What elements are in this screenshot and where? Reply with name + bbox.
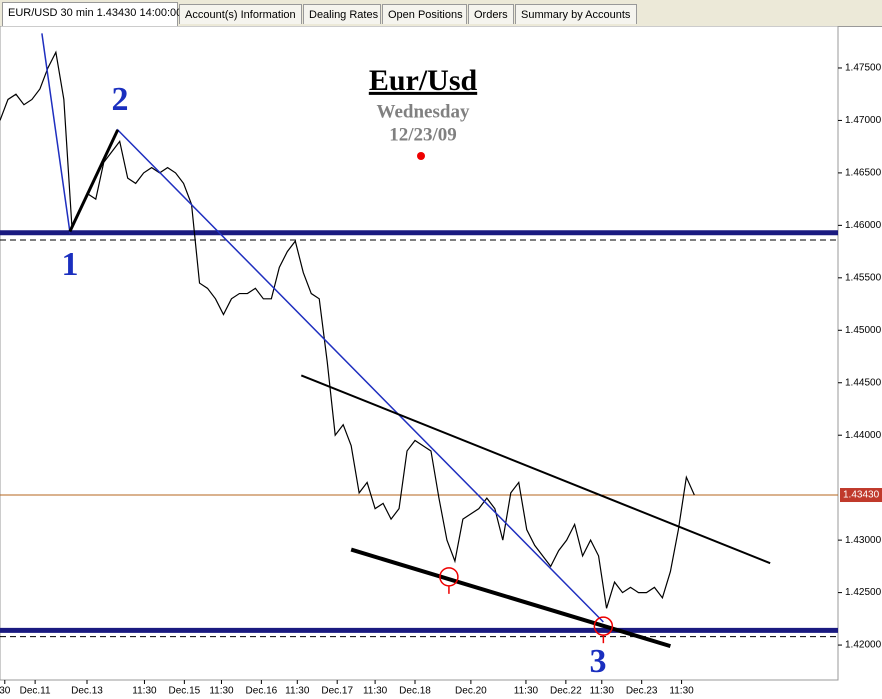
x-tick-label: Dec.20: [455, 686, 487, 697]
y-tick-label: 1.42500: [845, 587, 882, 598]
x-tick-label: Dec.13: [71, 686, 103, 697]
last-price-label: 1.43430: [843, 490, 880, 501]
marker-dot: [417, 152, 425, 160]
x-tick-label: 11:30: [669, 686, 694, 697]
x-tick-label: 11:30: [209, 686, 234, 697]
title: Eur/Usd: [369, 64, 478, 97]
y-tick-label: 1.42000: [845, 640, 882, 651]
price-line: [0, 50, 695, 609]
tab[interactable]: Open Positions: [382, 4, 467, 24]
x-tick-label: 11:30: [132, 686, 157, 697]
x-tick-label: 11:30: [514, 686, 539, 697]
y-tick-label: 1.47000: [845, 115, 882, 126]
tab-bar: EUR/USD 30 min 1.43430 14:00:00 Account(s…: [0, 0, 882, 27]
date: 12/23/09: [389, 124, 457, 145]
tab[interactable]: Account(s) Information: [179, 4, 302, 24]
wave-label: 3: [590, 643, 607, 680]
y-tick-label: 1.46500: [845, 168, 882, 179]
y-tick-label: 1.45500: [845, 272, 882, 283]
x-tick-label: Dec.23: [626, 686, 658, 697]
tab[interactable]: Summary by Accounts: [515, 4, 637, 24]
x-tick-label: 11:30: [590, 686, 615, 697]
tab[interactable]: Dealing Rates: [303, 4, 381, 24]
x-tick-label: Dec.22: [550, 686, 582, 697]
y-tick-label: 1.46000: [845, 220, 882, 231]
x-tick-label: Dec.11: [20, 686, 51, 697]
trendline: [68, 129, 120, 233]
x-tick-label: 30: [0, 686, 11, 697]
last-price-box: [840, 488, 882, 503]
wave-label: 1: [62, 246, 79, 283]
y-tick-label: 1.45000: [845, 325, 882, 336]
trendline: [350, 547, 671, 649]
x-tick-label: Dec.16: [246, 686, 278, 697]
wave-label: 2: [112, 81, 129, 118]
y-tick-label: 1.44500: [845, 377, 882, 388]
y-tick-label: 1.43000: [845, 535, 882, 546]
tab[interactable]: Orders: [468, 4, 514, 24]
subtitle: Wednesday: [377, 101, 470, 122]
x-tick-label: Dec.18: [399, 686, 431, 697]
trendline: [300, 374, 771, 565]
tab[interactable]: EUR/USD 30 min 1.43430 14:00:00: [2, 2, 182, 26]
x-tick-label: 11:30: [285, 686, 310, 697]
x-tick-label: Dec.15: [169, 686, 201, 697]
y-tick-label: 1.47500: [845, 63, 882, 74]
chart: Eur/Usd Wednesday 12/23/09 1 2 3 1.47500…: [0, 26, 882, 697]
x-tick-label: 11:30: [363, 686, 388, 697]
y-tick-label: 1.44000: [845, 430, 882, 441]
x-tick-label: Dec.17: [321, 686, 353, 697]
